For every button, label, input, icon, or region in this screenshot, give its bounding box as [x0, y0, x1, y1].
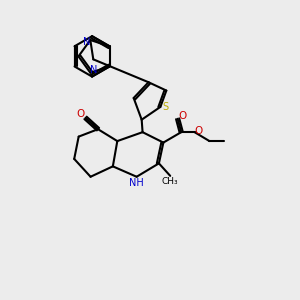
Text: CH₃: CH₃: [162, 177, 178, 186]
Text: NH: NH: [129, 178, 144, 188]
Text: N: N: [83, 37, 90, 46]
Text: O: O: [76, 109, 84, 119]
Text: N: N: [91, 65, 98, 75]
Text: O: O: [178, 111, 186, 122]
Text: O: O: [195, 126, 203, 136]
Text: S: S: [162, 102, 169, 112]
